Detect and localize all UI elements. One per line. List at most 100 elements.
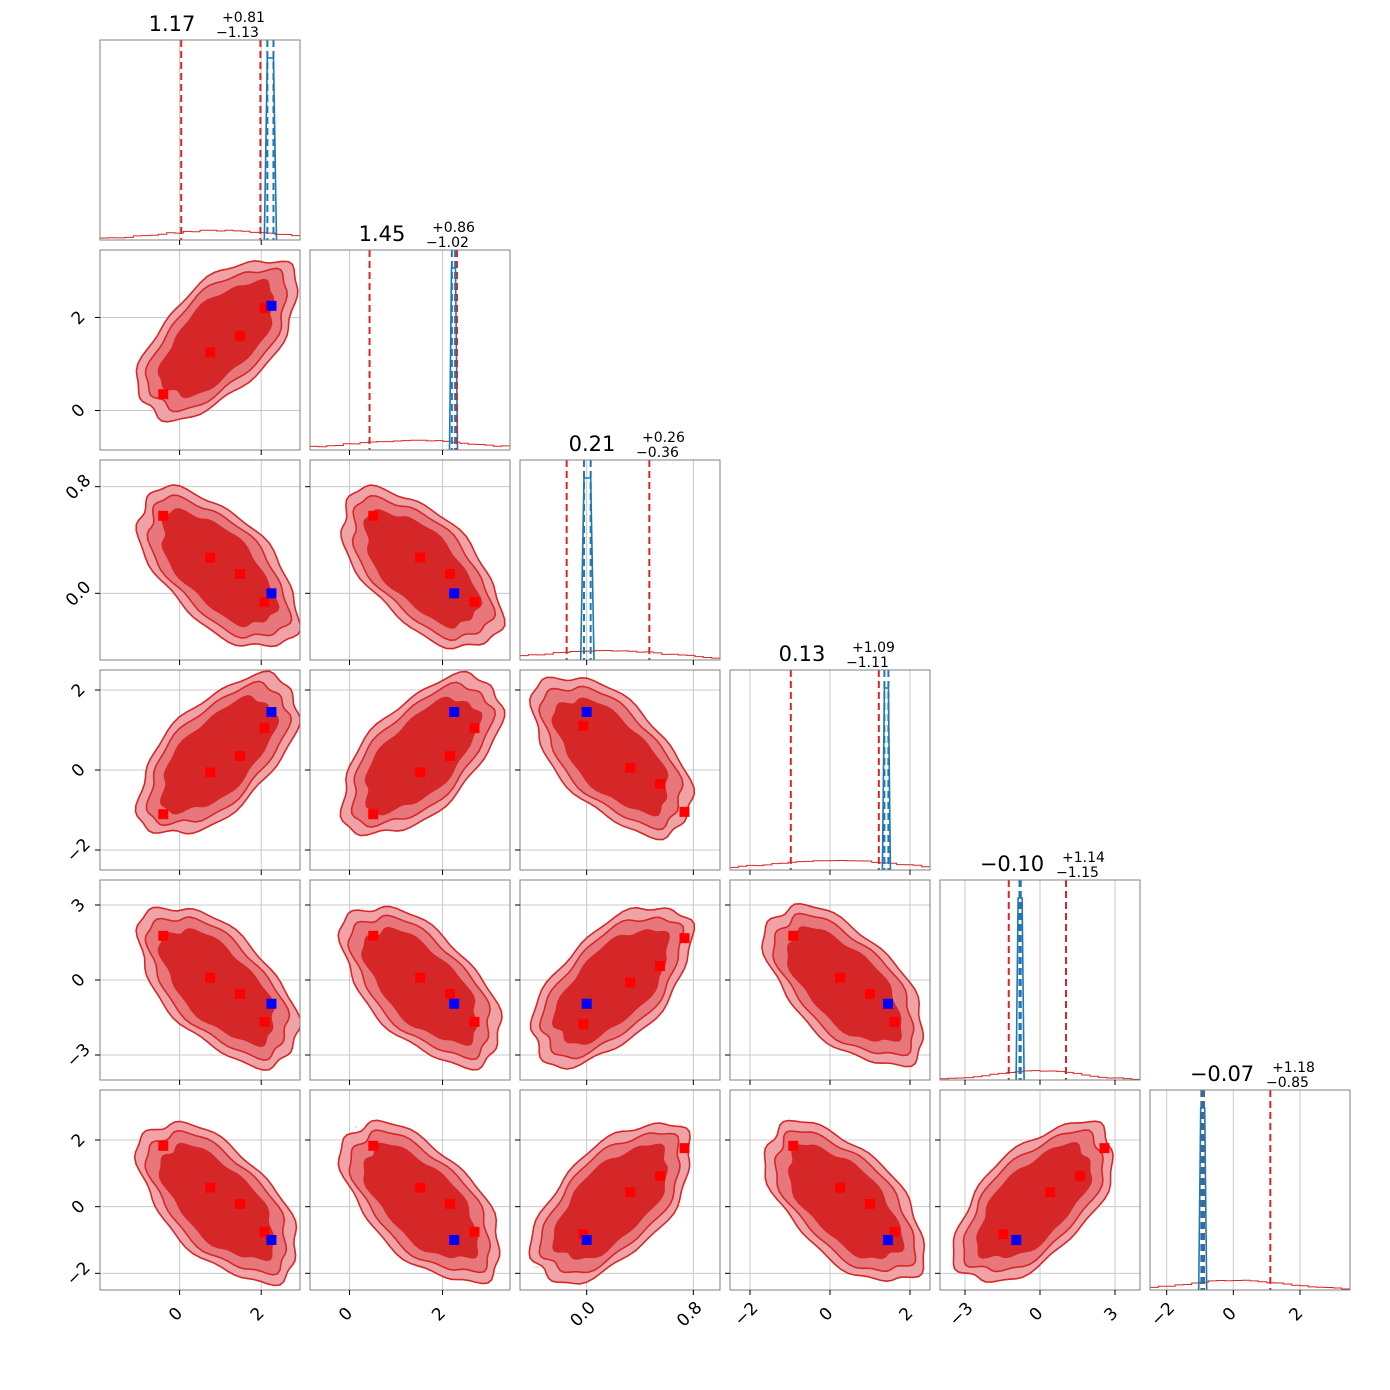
panel-frame	[99, 459, 301, 661]
density-contours	[135, 906, 300, 1071]
y-tick-label: −3	[63, 1040, 95, 1072]
contour-inner	[361, 926, 478, 1046]
density-contours	[135, 260, 299, 423]
diag-panel-2: 0.21 +0.26−0.36	[519, 430, 721, 665]
title-minus: −1.13	[216, 25, 259, 41]
title-plus: +1.14	[1062, 850, 1105, 866]
title-minus: −1.15	[1056, 865, 1099, 881]
truth-marker	[581, 707, 592, 717]
red-marker	[1045, 1187, 1056, 1198]
red-marker	[158, 389, 169, 400]
density-contours	[340, 484, 506, 650]
red-marker	[865, 988, 875, 999]
red-marker	[889, 1016, 900, 1027]
title-minus: −0.36	[636, 445, 679, 461]
x-tick-label: 0	[1219, 1304, 1241, 1326]
density-contours	[337, 1119, 501, 1285]
panel-frame	[99, 39, 301, 241]
red-marker	[205, 1182, 216, 1193]
panel-3-0	[95, 669, 301, 875]
red-marker	[679, 933, 690, 944]
panel-frame	[309, 249, 511, 451]
red-histogram	[99, 229, 300, 240]
red-marker	[259, 596, 270, 607]
red-histogram	[519, 650, 720, 660]
red-marker	[788, 1140, 799, 1151]
sample-point	[361, 907, 364, 910]
truth-marker	[449, 1235, 460, 1245]
x-tick-label: 0	[816, 1304, 838, 1326]
red-marker	[368, 510, 379, 521]
panel-title: 0.21	[569, 432, 616, 456]
red-marker	[1075, 1171, 1085, 1182]
truth-marker	[581, 998, 592, 1009]
red-marker	[865, 1198, 875, 1209]
truth-marker	[883, 1235, 893, 1245]
red-marker	[655, 778, 665, 789]
density-contours	[339, 670, 506, 837]
density-contours	[337, 905, 503, 1071]
panel-frame	[99, 249, 301, 451]
panel-frame	[309, 459, 511, 661]
blue-histogram	[448, 267, 459, 451]
red-marker	[415, 767, 426, 778]
x-tick-label: 0.0	[566, 1298, 599, 1331]
panel-5-2	[515, 1089, 721, 1295]
contour-inner	[552, 1143, 668, 1260]
y-tick-label: 3	[68, 895, 90, 917]
x-tick-label: 0	[165, 1304, 187, 1326]
density-contours	[529, 906, 696, 1070]
blue-histogram	[579, 477, 595, 661]
red-marker	[415, 552, 426, 563]
sample-point	[160, 1125, 163, 1128]
red-marker	[578, 1019, 589, 1030]
truth-marker	[266, 588, 277, 599]
title-plus: +1.09	[852, 640, 895, 656]
title-minus: −0.85	[1266, 1075, 1309, 1091]
panel-frame	[309, 1089, 511, 1291]
contour-inner	[364, 696, 483, 816]
panel-4-2	[515, 879, 721, 1085]
red-histogram	[939, 1070, 1140, 1080]
truth-marker	[266, 707, 277, 717]
red-marker	[259, 303, 270, 314]
x-tick-label: −3	[946, 1299, 978, 1331]
truth-marker	[581, 1235, 592, 1245]
panel-frame	[99, 1089, 301, 1291]
red-marker	[158, 930, 169, 941]
y-tick-label: −2	[63, 1258, 95, 1290]
density-contours	[528, 1122, 691, 1285]
panel-5-0	[95, 1089, 301, 1295]
blue-histogram	[263, 57, 278, 241]
diag-panel-5: −0.07 +1.18−0.85	[1149, 1060, 1351, 1295]
red-marker	[469, 1016, 480, 1027]
red-marker	[1099, 1143, 1110, 1154]
sample-point	[535, 1266, 537, 1269]
truth-marker	[449, 998, 460, 1009]
red-marker	[679, 1143, 690, 1154]
red-marker	[259, 1016, 270, 1027]
y-tick-label: 2	[68, 307, 90, 329]
contour-inner	[363, 509, 483, 629]
diag-panel-4: −0.10 +1.14−1.15	[939, 850, 1141, 1085]
red-marker	[469, 1226, 480, 1237]
contour-inner	[158, 1142, 275, 1262]
x-tick-label: −2	[731, 1299, 763, 1331]
blue-histogram	[881, 687, 892, 871]
panel-title: −0.10	[980, 852, 1044, 876]
truth-marker	[266, 1235, 277, 1245]
panel-title: −0.07	[1190, 1062, 1254, 1086]
red-marker	[835, 972, 846, 983]
red-marker	[445, 568, 455, 579]
density-contours	[135, 484, 300, 648]
red-marker	[235, 751, 245, 762]
red-marker	[788, 930, 799, 941]
y-tick-label: −2	[63, 835, 95, 867]
y-tick-label: 0	[68, 400, 90, 422]
red-marker	[158, 1140, 169, 1151]
contour-inner	[160, 694, 280, 815]
red-marker	[625, 977, 636, 988]
y-tick-label: 0	[68, 970, 90, 992]
red-marker	[578, 1229, 589, 1240]
